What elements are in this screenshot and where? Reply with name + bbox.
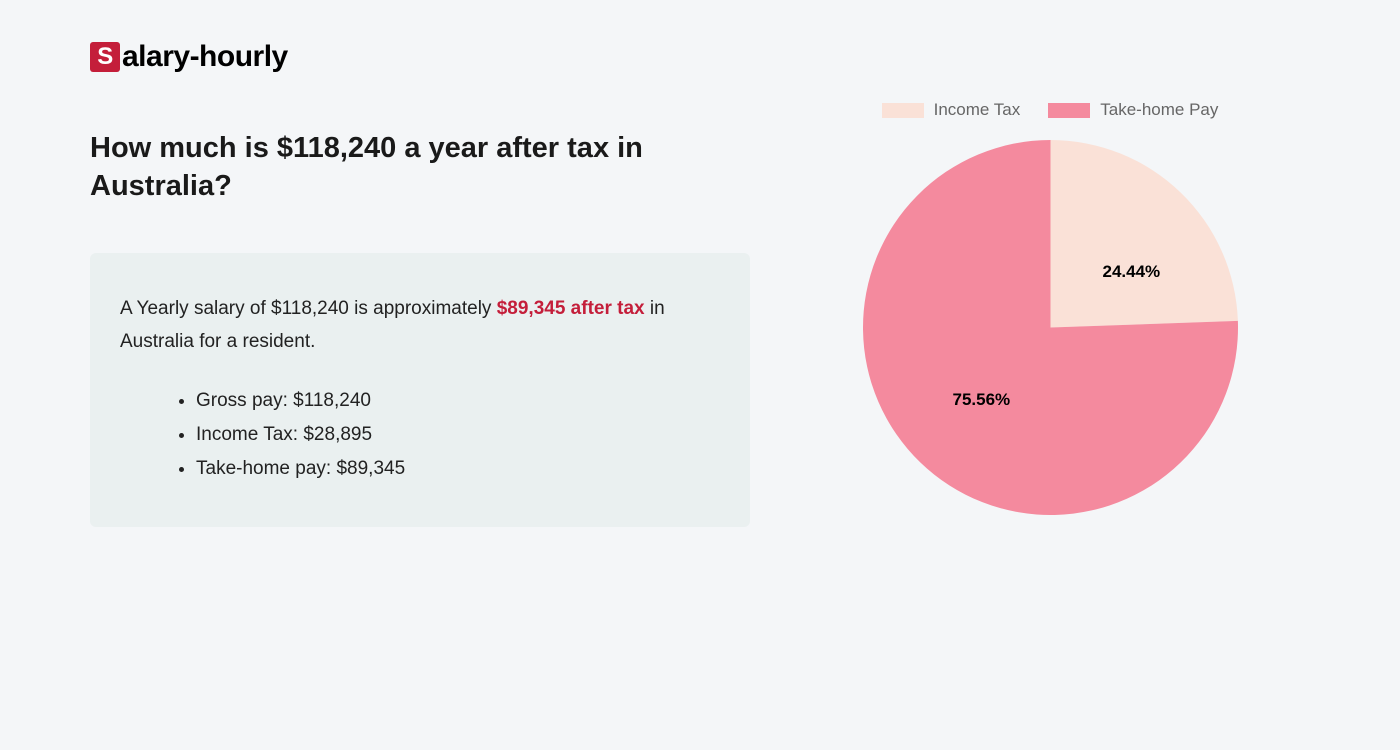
chart-legend: Income Tax Take-home Pay (800, 100, 1300, 120)
legend-label: Income Tax (934, 100, 1021, 120)
legend-swatch (882, 103, 924, 118)
slice-label-income-tax: 24.44% (1103, 262, 1161, 282)
summary-highlight: $89,345 after tax (497, 298, 645, 319)
logo-text: alary-hourly (122, 40, 288, 74)
list-item: Gross pay: $118,240 (196, 384, 720, 418)
logo-badge: S (90, 42, 120, 72)
legend-item-take-home: Take-home Pay (1048, 100, 1218, 120)
pie-chart: 24.44% 75.56% (863, 140, 1238, 515)
page-title: How much is $118,240 a year after tax in… (90, 130, 750, 205)
main-content: How much is $118,240 a year after tax in… (90, 130, 750, 527)
summary-sentence: A Yearly salary of $118,240 is approxima… (120, 293, 720, 358)
pie-svg (863, 140, 1238, 515)
list-item: Take-home pay: $89,345 (196, 452, 720, 486)
legend-swatch (1048, 103, 1090, 118)
legend-label: Take-home Pay (1100, 100, 1218, 120)
slice-label-take-home: 75.56% (953, 390, 1011, 410)
legend-item-income-tax: Income Tax (882, 100, 1021, 120)
summary-box: A Yearly salary of $118,240 is approxima… (90, 253, 750, 526)
summary-list: Gross pay: $118,240 Income Tax: $28,895 … (120, 384, 720, 487)
summary-prefix: A Yearly salary of $118,240 is approxima… (120, 298, 497, 319)
pie-chart-area: Income Tax Take-home Pay 24.44% 75.56% (800, 100, 1300, 580)
brand-logo: Salary-hourly (90, 40, 288, 74)
list-item: Income Tax: $28,895 (196, 418, 720, 452)
